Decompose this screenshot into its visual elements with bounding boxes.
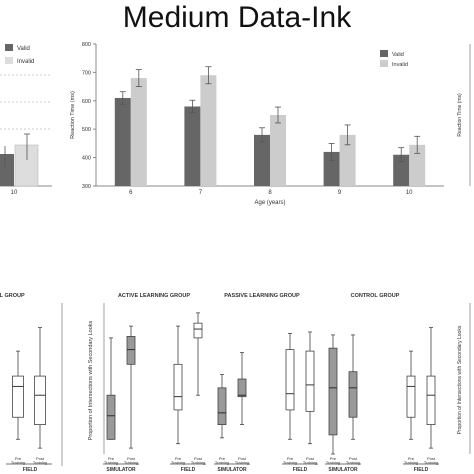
- box: [34, 375, 46, 425]
- box-x-tick-label: Training: [11, 460, 25, 465]
- box-x-tick-label: Post: [36, 456, 45, 461]
- legend-label: Valid: [17, 46, 30, 52]
- legend-swatch: [5, 57, 13, 64]
- box: [173, 363, 183, 411]
- box-x-tick-label: Training: [346, 460, 360, 465]
- box: [285, 349, 295, 411]
- box-x-tick-label: Training: [191, 460, 205, 465]
- condition-label: SIMULATOR: [217, 467, 247, 473]
- box: [237, 378, 247, 398]
- box-x-tick-label: Post: [349, 456, 358, 461]
- bar-x-tick-label: 10: [406, 190, 413, 196]
- bar-y-tick-label: 300: [82, 184, 91, 190]
- legend-label: Invalid: [17, 59, 34, 65]
- legend-swatch: [380, 60, 388, 67]
- bar: [184, 106, 201, 186]
- box: [106, 394, 116, 440]
- legend-swatch: [380, 50, 388, 57]
- box-x-tick-label: Training: [171, 460, 185, 465]
- box-x-tick-label: Post: [127, 456, 136, 461]
- box-x-tick-label: Pre: [175, 456, 182, 461]
- box: [12, 375, 24, 418]
- bar-y-tick-label: 400: [82, 156, 91, 162]
- box-x-tick-label: Post: [427, 456, 436, 461]
- bar-y-tick-label: 800: [82, 42, 91, 48]
- box-x-tick-label: Pre: [219, 456, 226, 461]
- bar-x-axis-label: Age (years): [254, 200, 285, 206]
- box-x-tick-label: Post: [238, 456, 247, 461]
- bar: [254, 134, 270, 186]
- bar: [114, 97, 131, 186]
- bar-x-tick-label: 10: [11, 190, 18, 196]
- bar: [14, 144, 39, 187]
- box: [328, 347, 338, 436]
- box-x-tick-label: Training: [124, 460, 138, 465]
- box-x-tick-label: Training: [283, 460, 297, 465]
- box-x-tick-label: Training: [404, 460, 418, 465]
- box-x-tick-label: Training: [215, 460, 229, 465]
- bar-x-tick-label: 8: [268, 190, 272, 196]
- box: [426, 375, 436, 425]
- bar-y-axis-label: Reaction Time (ms): [70, 91, 76, 139]
- box: [126, 335, 136, 365]
- box-x-tick-label: Pre: [108, 456, 115, 461]
- right-y-axis-label: Proportion of Intersections with Seconda…: [457, 325, 463, 434]
- bar: [130, 78, 147, 186]
- bar: [339, 134, 356, 186]
- box: [193, 322, 203, 339]
- box-x-tick-label: Pre: [287, 456, 294, 461]
- box: [217, 387, 227, 426]
- bar-x-tick-label: 9: [338, 190, 342, 196]
- legend-swatch: [5, 44, 13, 51]
- condition-label: SIMULATOR: [106, 467, 136, 473]
- box-x-tick-label: Training: [424, 460, 438, 465]
- box-x-tick-label: Post: [194, 456, 203, 461]
- box-x-tick-label: Pre: [408, 456, 415, 461]
- box-x-tick-label: Training: [326, 460, 340, 465]
- bar: [270, 115, 286, 186]
- box-x-tick-label: Training: [235, 460, 249, 465]
- box-x-tick-label: Training: [104, 460, 118, 465]
- box: [406, 375, 416, 418]
- condition-label: SIMULATOR: [328, 467, 358, 473]
- box-x-tick-label: Training: [303, 460, 317, 465]
- condition-label: FIELD: [414, 467, 429, 473]
- bar-x-tick-label: 7: [199, 190, 203, 196]
- bar: [393, 154, 410, 186]
- box: [305, 350, 315, 412]
- box-x-tick-label: Pre: [15, 456, 22, 461]
- legend-label: Invalid: [392, 62, 408, 68]
- bar-y-tick-label: 600: [82, 99, 91, 105]
- box-x-tick-label: Training: [33, 460, 47, 465]
- bar: [409, 144, 426, 186]
- box-y-axis-label: Proportion of Intersections with Seconda…: [88, 320, 94, 440]
- group-title: OL GROUP: [0, 293, 25, 299]
- bar: [200, 75, 217, 186]
- bar: [0, 154, 14, 186]
- bar: [323, 151, 340, 186]
- condition-label: FIELD: [293, 467, 308, 473]
- box-x-tick-label: Post: [306, 456, 315, 461]
- group-title: CONTROL GROUP: [351, 293, 400, 299]
- bar-y-tick-label: 500: [82, 127, 91, 133]
- group-title: PASSIVE LEARNING GROUP: [224, 293, 300, 299]
- right-y-axis-label: Reaction Time (ms): [457, 93, 463, 137]
- box: [348, 371, 358, 418]
- condition-label: FIELD: [181, 467, 196, 473]
- bar-x-tick-label: 6: [129, 190, 133, 196]
- legend-label: Valid: [392, 52, 404, 58]
- condition-label: FIELD: [23, 467, 38, 473]
- page-title: Medium Data-Ink: [122, 1, 352, 34]
- box-x-tick-label: Pre: [330, 456, 337, 461]
- bar-y-tick-label: 700: [82, 70, 91, 76]
- group-title: ACTIVE LEARNING GROUP: [118, 293, 190, 299]
